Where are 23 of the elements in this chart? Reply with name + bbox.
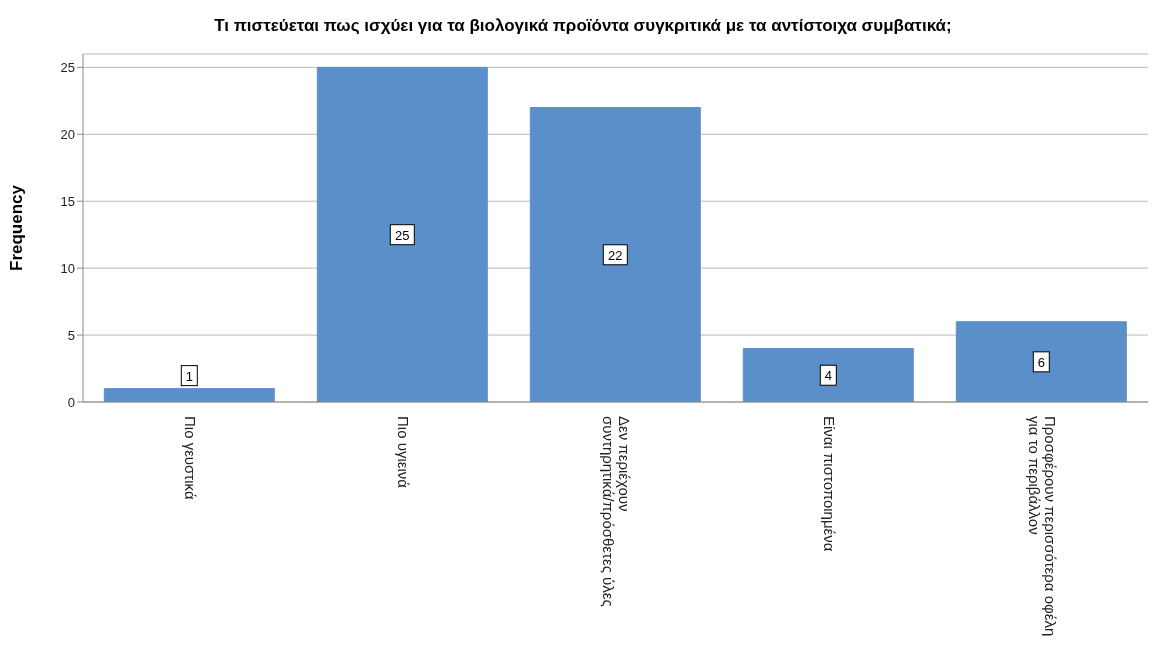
- data-label: 1: [185, 368, 193, 384]
- chart-title: Τι πιστεύεται πως ισχύει για τα βιολογικά προϊόντα συγκριτικά με τα αντίστοιχα συμβατικά;: [213, 15, 953, 37]
- y-tick-label: 5: [67, 327, 75, 343]
- x-tick-label: Προσφέρουν περισσότερα οφέλη για το περιβάλλον: [1025, 416, 1059, 637]
- data-label: 4: [824, 368, 832, 384]
- y-tick-label: 10: [60, 260, 75, 276]
- y-axis-title: Frequency: [7, 184, 27, 271]
- y-tick-label: 0: [67, 394, 75, 410]
- data-label: 25: [395, 227, 410, 243]
- data-label: 22: [608, 247, 623, 263]
- bar: [742, 347, 914, 402]
- bar: [955, 321, 1127, 402]
- y-tick-label: 15: [60, 193, 75, 209]
- bar: [529, 107, 701, 402]
- data-label: 6: [1037, 354, 1045, 370]
- x-tick-label: Δεν περιέχουν συντηρητικά/πρόσθετες ύλες: [599, 416, 633, 607]
- bar: [103, 388, 275, 402]
- y-tick-label: 20: [60, 126, 75, 142]
- x-tick-label: Είναι πιστοποιημένα: [820, 416, 838, 552]
- y-tick-label: 25: [60, 60, 75, 75]
- bar: [316, 66, 488, 402]
- x-tick-label: Πιο υγιεινά: [394, 416, 412, 489]
- x-tick-label: Πιο γευστικά: [181, 416, 199, 500]
